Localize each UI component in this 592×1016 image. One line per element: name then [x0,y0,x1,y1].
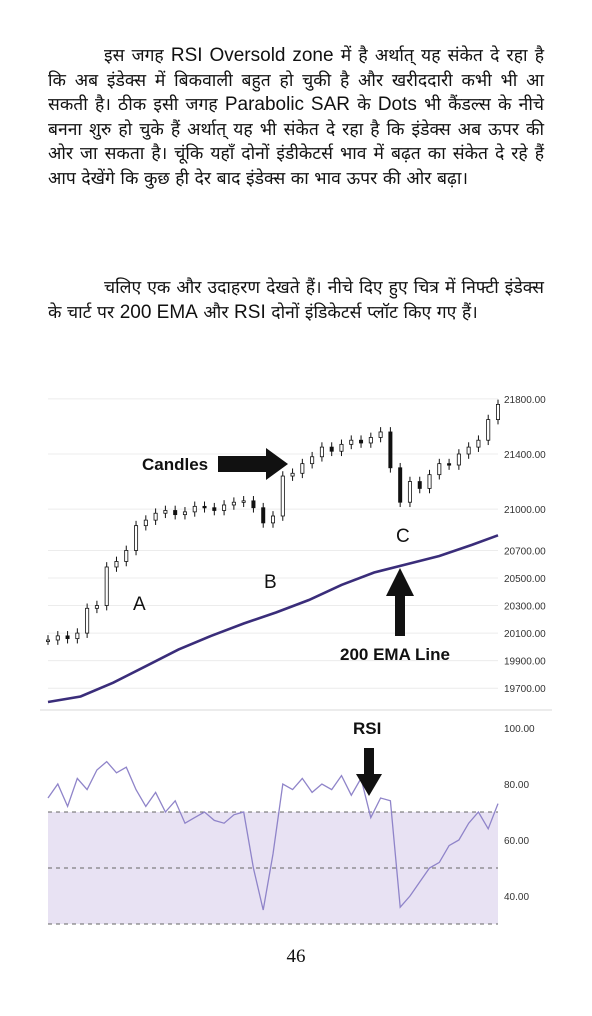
ema-label: 200 EMA Line [340,645,450,664]
candles-arrow-head [266,448,288,480]
candle [398,467,403,503]
rsi-tick-label: 60.00 [504,836,529,847]
candle [192,505,197,513]
text-run: और [197,302,235,323]
candle [300,463,305,474]
candle [319,446,324,458]
text-run: भी कैंडल्स के नीचे बनना शुरु हो चुके हैं… [48,95,544,189]
price-tick-label: 20300.00 [504,602,546,613]
candle [368,437,373,444]
candle [378,431,383,438]
candle [437,463,442,476]
price-tick-label: 20500.00 [504,574,546,585]
candle [329,446,334,452]
candle [427,474,432,489]
point-b-label: B [264,572,277,593]
candle [251,500,256,509]
candle [212,507,217,511]
page-number: 46 [286,946,306,967]
price-tick-label: 20700.00 [504,546,546,557]
price-tick-label: 21000.00 [504,505,546,516]
rsi-arrow-shaft [364,748,374,776]
candle [280,475,285,517]
candle [407,481,412,503]
ema-arrow-head [386,568,414,596]
price-tick-label: 19700.00 [504,684,546,695]
rsi-label: RSI [353,719,381,738]
candle [476,439,481,448]
candle [349,439,354,445]
candle [270,515,275,524]
ema-200-line [47,534,499,704]
candle [417,481,422,489]
text-run: दोनों इंडिकेटर्स प्लॉट किए गए हैं। [265,302,478,323]
candle [134,525,139,551]
candle [261,507,266,524]
candle [114,561,119,568]
latin-term: Dots [377,94,417,116]
latin-term: RSI Oversold zone [170,45,334,66]
price-tick-label: 21400.00 [504,450,546,461]
text-run: में है अर्थात् यह संकेत दे रहा है कि अब … [48,46,544,116]
latin-term: RSI [234,301,266,323]
candle [359,439,364,444]
candle [310,456,315,465]
candle [46,639,51,642]
candle [55,635,60,641]
candles-label: Candles [142,455,208,474]
price-tick-label: 21800.00 [504,395,546,406]
latin-term: 200 EMA [119,301,198,323]
candle [486,419,491,441]
text-run: इस जगह [104,46,171,66]
candle [447,463,452,466]
candle [495,404,500,420]
candles-arrow-shaft [218,456,268,472]
paragraph-2: चलिए एक और उदाहरण देखते हैं। नीचे दिए हु… [48,276,544,325]
candle [153,512,158,521]
ema-arrow-shaft [395,594,405,636]
price-tick-label: 19900.00 [504,657,546,668]
candle [466,446,471,455]
candle [339,443,344,452]
point-a-label: A [133,594,146,615]
candle [163,510,168,514]
candle [85,607,90,634]
candle [456,453,461,466]
candle [182,511,187,516]
rsi-line [47,760,499,911]
candle [173,510,178,516]
rsi-tick-label: 40.00 [504,892,529,903]
candle [65,635,70,640]
candle [143,519,148,527]
latin-term: Parabolic SAR [224,94,351,116]
nifty-chart: 21800.00 21400.00 21000.00 20700.00 20500.00… [40,395,552,925]
price-tick-label: 20100.00 [504,629,546,640]
candle [202,505,207,509]
text-run: के [350,95,378,116]
text-run: चलिए एक और उदाहरण देखते हैं। नीचे दिए हु… [48,278,544,323]
candle [222,504,227,511]
rsi-tick-label: 100.00 [504,724,535,735]
candle [94,605,99,609]
point-c-label: C [396,526,410,547]
rsi-arrow-head [356,774,382,796]
paragraph-1: इस जगह RSI Oversold zone में है अर्थात् … [48,44,544,192]
rsi-tick-label: 80.00 [504,780,529,791]
candle [104,566,109,606]
candle [231,501,236,506]
candle [241,500,246,503]
candle [124,550,129,562]
candle [290,472,295,477]
candle [388,431,393,469]
candle [75,632,80,640]
